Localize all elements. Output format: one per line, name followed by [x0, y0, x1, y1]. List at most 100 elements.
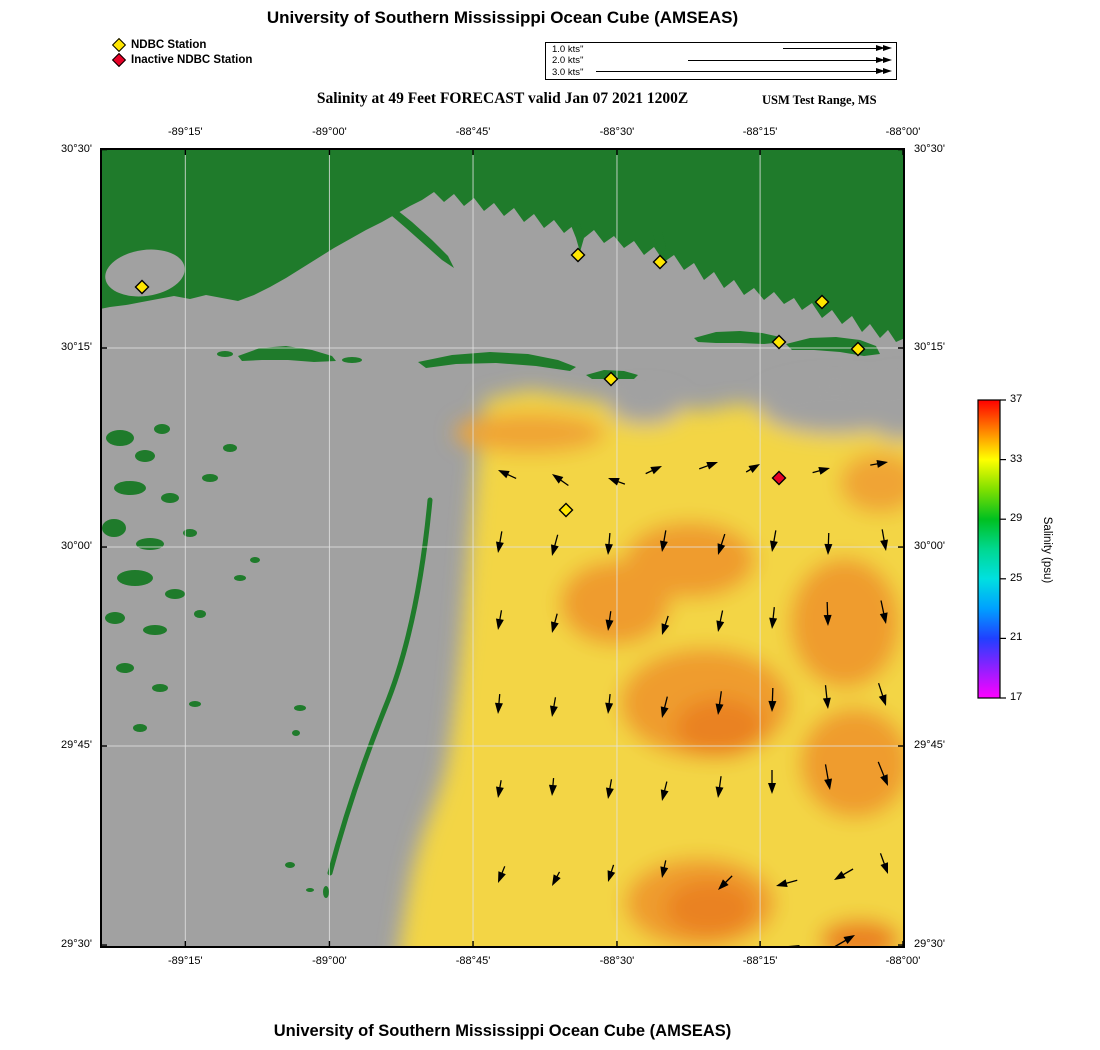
current-vector-arrow [812, 466, 830, 475]
colorbar-tickmarks [1000, 399, 1006, 699]
current-vector-arrow [645, 466, 662, 475]
x-axis-tick-label: -89°00' [312, 955, 347, 967]
current-vector-arrow [498, 866, 506, 883]
current-speed-scale: 1.0 kts'' 2.0 kts'' 3.0 kts'' [545, 42, 897, 80]
x-axis-tick-label: -88°00' [885, 126, 921, 138]
barrier-island [323, 886, 329, 898]
current-vector-arrow [660, 696, 669, 718]
map-plot [100, 148, 935, 978]
colorbar-title: Salinity (psu) [1041, 516, 1053, 584]
colorbar-tick-label: 17 [1010, 691, 1023, 703]
map-frame [100, 148, 905, 948]
station-legend: NDBC Station Inactive NDBC Station [111, 37, 253, 67]
x-axis-tick-label: -89°15' [168, 955, 203, 967]
current-vector-arrow [608, 478, 626, 486]
inactive-ndbc-station-marker [771, 470, 787, 486]
current-vector-arrow [495, 780, 504, 798]
page-title-bottom: University of Southern Mississippi Ocean… [273, 1022, 732, 1040]
marsh-islands [102, 424, 314, 892]
current-vector-arrow [604, 533, 613, 555]
region-label: USM Test Range, MS [762, 93, 877, 107]
barrier-island [418, 352, 576, 371]
arrowhead-icon [876, 68, 885, 74]
current-vector-arrow [718, 875, 733, 890]
current-vector-arrow [833, 935, 855, 948]
y-axis-tick-label: 29°45' [61, 739, 92, 751]
current-vector-arrow [877, 761, 888, 786]
scale-arrow-line [688, 59, 878, 61]
colorbar-tick-label: 21 [1010, 631, 1023, 644]
current-vector-arrow [834, 868, 854, 880]
legend-item-label: Inactive NDBC Station [131, 53, 253, 66]
land [100, 148, 905, 898]
current-vector-arrow [822, 685, 831, 709]
barrier-island [238, 346, 336, 362]
barrier-island [694, 331, 784, 344]
ndbc-station-marker [771, 334, 787, 350]
y-axis-tick-label: 30°15' [61, 341, 92, 353]
current-vector-arrow [495, 531, 504, 553]
inactive-ndbc-station-icon [111, 52, 127, 67]
page-title-top: University of Southern Mississippi Ocean… [266, 8, 739, 27]
x-axis-tick-label: -88°00' [885, 955, 921, 967]
current-vector-arrow [769, 607, 778, 629]
colorbar-tick-label: 25 [1010, 571, 1023, 584]
current-vector-arrow [660, 781, 669, 801]
legend-item: NDBC Station [111, 37, 252, 52]
legend-item-label: NDBC Station [131, 38, 207, 51]
colorbar-tick-label: 33 [1010, 452, 1023, 465]
current-vector-arrow [550, 613, 559, 633]
current-vector-arrow [549, 697, 558, 717]
colorbar-tick-label: 29 [1010, 512, 1023, 525]
cape-spit [392, 206, 454, 268]
current-vector-arrow [605, 611, 614, 631]
current-vector-arrow [769, 530, 778, 552]
y-axis-tick-label: 30°00' [61, 540, 92, 553]
current-vector-arrow [880, 529, 889, 551]
legend-item: Inactive NDBC Station [111, 52, 253, 67]
scale-row: 1.0 kts'' [546, 43, 896, 55]
current-vector-arrow [824, 532, 833, 555]
y-axis-tick-label: 29°30' [61, 938, 92, 951]
scale-row: 3.0 kts'' [546, 66, 896, 78]
scale-row: 2.0 kts'' [546, 55, 896, 66]
arrowhead-icon [883, 56, 892, 63]
current-vector-arrow [745, 464, 760, 473]
current-vector-arrow [776, 879, 798, 888]
x-axis-tick-label: -88°15' [742, 126, 778, 138]
current-vector-arrow [715, 776, 724, 798]
peninsula [570, 223, 584, 252]
arrowhead-icon [876, 56, 885, 63]
colorbar-tick-label: 37 [1010, 393, 1023, 405]
current-vector-arrow [552, 474, 569, 487]
current-vector-arrow [605, 694, 614, 714]
x-axis-tick-label: -88°45' [455, 955, 491, 967]
current-vector-arrow [879, 600, 888, 624]
arrowhead-icon [883, 45, 892, 51]
ndbc-station-marker [603, 371, 619, 387]
arrowhead-icon [883, 68, 892, 74]
x-axis-tick-label: -88°45' [455, 126, 491, 138]
peninsula [652, 232, 666, 260]
current-vector-arrow [768, 687, 777, 712]
y-axis-tick-label: 29°30' [914, 938, 945, 951]
current-vector-arrow [716, 610, 725, 632]
current-vector-arrow [717, 533, 726, 555]
y-axis-tick-label: 30°30' [914, 142, 945, 155]
current-vector-arrow [661, 615, 670, 635]
current-vector-arrow [495, 610, 504, 630]
current-vector-arrow [870, 459, 888, 468]
ndbc-station-marker [558, 502, 574, 518]
y-axis-tick-label: 30°00' [914, 540, 945, 553]
x-axis-tick-label: -89°00' [312, 126, 347, 138]
ndbc-station-icon [111, 37, 127, 52]
barrier-island-arc [327, 497, 433, 876]
x-axis-tick-label: -88°15' [742, 955, 778, 967]
ndbc-station-marker [850, 341, 866, 357]
ndbc-station-marker [134, 279, 150, 295]
barrier-island [342, 357, 362, 363]
y-axis-tick-label: 30°15' [914, 341, 945, 353]
forecast-title: Salinity at 49 Feet FORECAST valid Jan 0… [316, 90, 689, 107]
ndbc-station-marker [814, 294, 830, 310]
